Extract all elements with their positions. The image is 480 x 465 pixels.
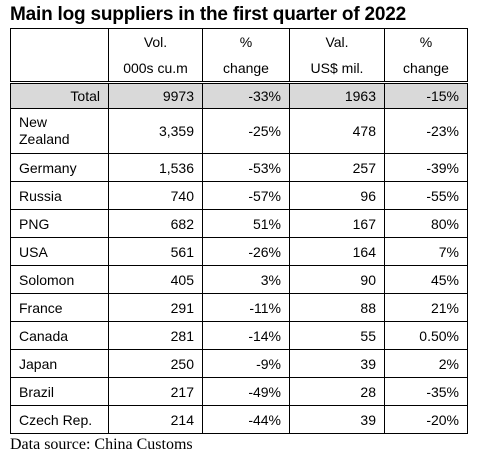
value-cell: 478 <box>289 108 385 154</box>
value-change-cell: -39% <box>384 153 468 182</box>
volume-cell: 291 <box>108 293 203 322</box>
header-row-2: 000s cu.m change US$ mil. change <box>10 55 468 83</box>
table-row: PNG 682 51% 167 80% <box>10 209 468 238</box>
volume-change-cell: -9% <box>202 349 290 378</box>
data-source-note: Data source: China Customs <box>10 436 193 453</box>
country-name: USA <box>10 237 109 266</box>
value-change-cell: 21% <box>384 293 468 322</box>
volume-cell: 405 <box>108 265 203 294</box>
country-name: Russia <box>10 181 109 210</box>
country-name: Czech Rep. <box>10 405 109 434</box>
log-suppliers-table: Vol. % Val. % 000s cu.m change US$ mil. … <box>10 28 468 434</box>
volume-cell: 1,536 <box>108 153 203 182</box>
table-title: Main log suppliers in the first quarter … <box>10 4 407 25</box>
value-change-cell: 80% <box>384 209 468 238</box>
total-value-change: -15% <box>384 81 468 109</box>
total-row: Total 9973 -33% 1963 -15% <box>10 81 468 109</box>
volume-cell: 214 <box>108 405 203 434</box>
volume-cell: 561 <box>108 237 203 266</box>
country-name: Canada <box>10 321 109 350</box>
volume-cell: 682 <box>108 209 203 238</box>
header-row-1: Vol. % Val. % <box>10 28 468 55</box>
value-cell: 257 <box>289 153 385 182</box>
value-change-cell: 0.50% <box>384 321 468 350</box>
volume-cell: 217 <box>108 377 203 406</box>
header-volume-change-label: change <box>202 55 290 83</box>
header-volume-change: % <box>202 28 290 55</box>
value-cell: 167 <box>289 209 385 238</box>
country-name: France <box>10 293 109 322</box>
value-cell: 55 <box>289 321 385 350</box>
total-volume: 9973 <box>108 81 203 109</box>
table-row: Czech Rep. 214 -44% 39 -20% <box>10 405 468 434</box>
table-row: Solomon 405 3% 90 45% <box>10 265 468 294</box>
header-value-unit: US$ mil. <box>289 55 385 83</box>
country-name: Japan <box>10 349 109 378</box>
value-cell: 96 <box>289 181 385 210</box>
table-row: USA 561 -26% 164 7% <box>10 237 468 266</box>
value-cell: 39 <box>289 405 385 434</box>
country-name: Germany <box>10 153 109 182</box>
header-stub <box>10 55 109 83</box>
table-row: Canada 281 -14% 55 0.50% <box>10 321 468 350</box>
table-row: Japan 250 -9% 39 2% <box>10 349 468 378</box>
table-row: France 291 -11% 88 21% <box>10 293 468 322</box>
country-name: PNG <box>10 209 109 238</box>
value-change-cell: 7% <box>384 237 468 266</box>
header-value-change: % <box>384 28 468 55</box>
value-change-cell: -55% <box>384 181 468 210</box>
volume-change-cell: 51% <box>202 209 290 238</box>
volume-cell: 3,359 <box>108 108 203 154</box>
table-row: Russia 740 -57% 96 -55% <box>10 181 468 210</box>
table-row: Brazil 217 -49% 28 -35% <box>10 377 468 406</box>
volume-change-cell: -53% <box>202 153 290 182</box>
volume-change-cell: -49% <box>202 377 290 406</box>
total-label: Total <box>10 81 109 109</box>
value-change-cell: 45% <box>384 265 468 294</box>
value-change-cell: 2% <box>384 349 468 378</box>
volume-cell: 740 <box>108 181 203 210</box>
volume-change-cell: -25% <box>202 108 290 154</box>
value-cell: 28 <box>289 377 385 406</box>
volume-change-cell: -14% <box>202 321 290 350</box>
volume-change-cell: -44% <box>202 405 290 434</box>
value-change-cell: -23% <box>384 108 468 154</box>
value-cell: 88 <box>289 293 385 322</box>
header-volume-unit: 000s cu.m <box>108 55 203 83</box>
value-cell: 164 <box>289 237 385 266</box>
volume-change-cell: -57% <box>202 181 290 210</box>
header-volume: Vol. <box>108 28 203 55</box>
volume-change-cell: 3% <box>202 265 290 294</box>
volume-cell: 281 <box>108 321 203 350</box>
header-value-change-label: change <box>384 55 468 83</box>
value-cell: 90 <box>289 265 385 294</box>
table-row: New Zealand 3,359 -25% 478 -23% <box>10 108 468 154</box>
volume-cell: 250 <box>108 349 203 378</box>
table-row: Germany 1,536 -53% 257 -39% <box>10 153 468 182</box>
volume-change-cell: -11% <box>202 293 290 322</box>
value-cell: 39 <box>289 349 385 378</box>
country-name: New Zealand <box>10 108 109 154</box>
country-name: Solomon <box>10 265 109 294</box>
header-stub <box>10 28 109 55</box>
value-change-cell: -20% <box>384 405 468 434</box>
value-change-cell: -35% <box>384 377 468 406</box>
volume-change-cell: -26% <box>202 237 290 266</box>
header-value: Val. <box>289 28 385 55</box>
total-value: 1963 <box>289 81 385 109</box>
total-volume-change: -33% <box>202 81 290 109</box>
country-name: Brazil <box>10 377 109 406</box>
